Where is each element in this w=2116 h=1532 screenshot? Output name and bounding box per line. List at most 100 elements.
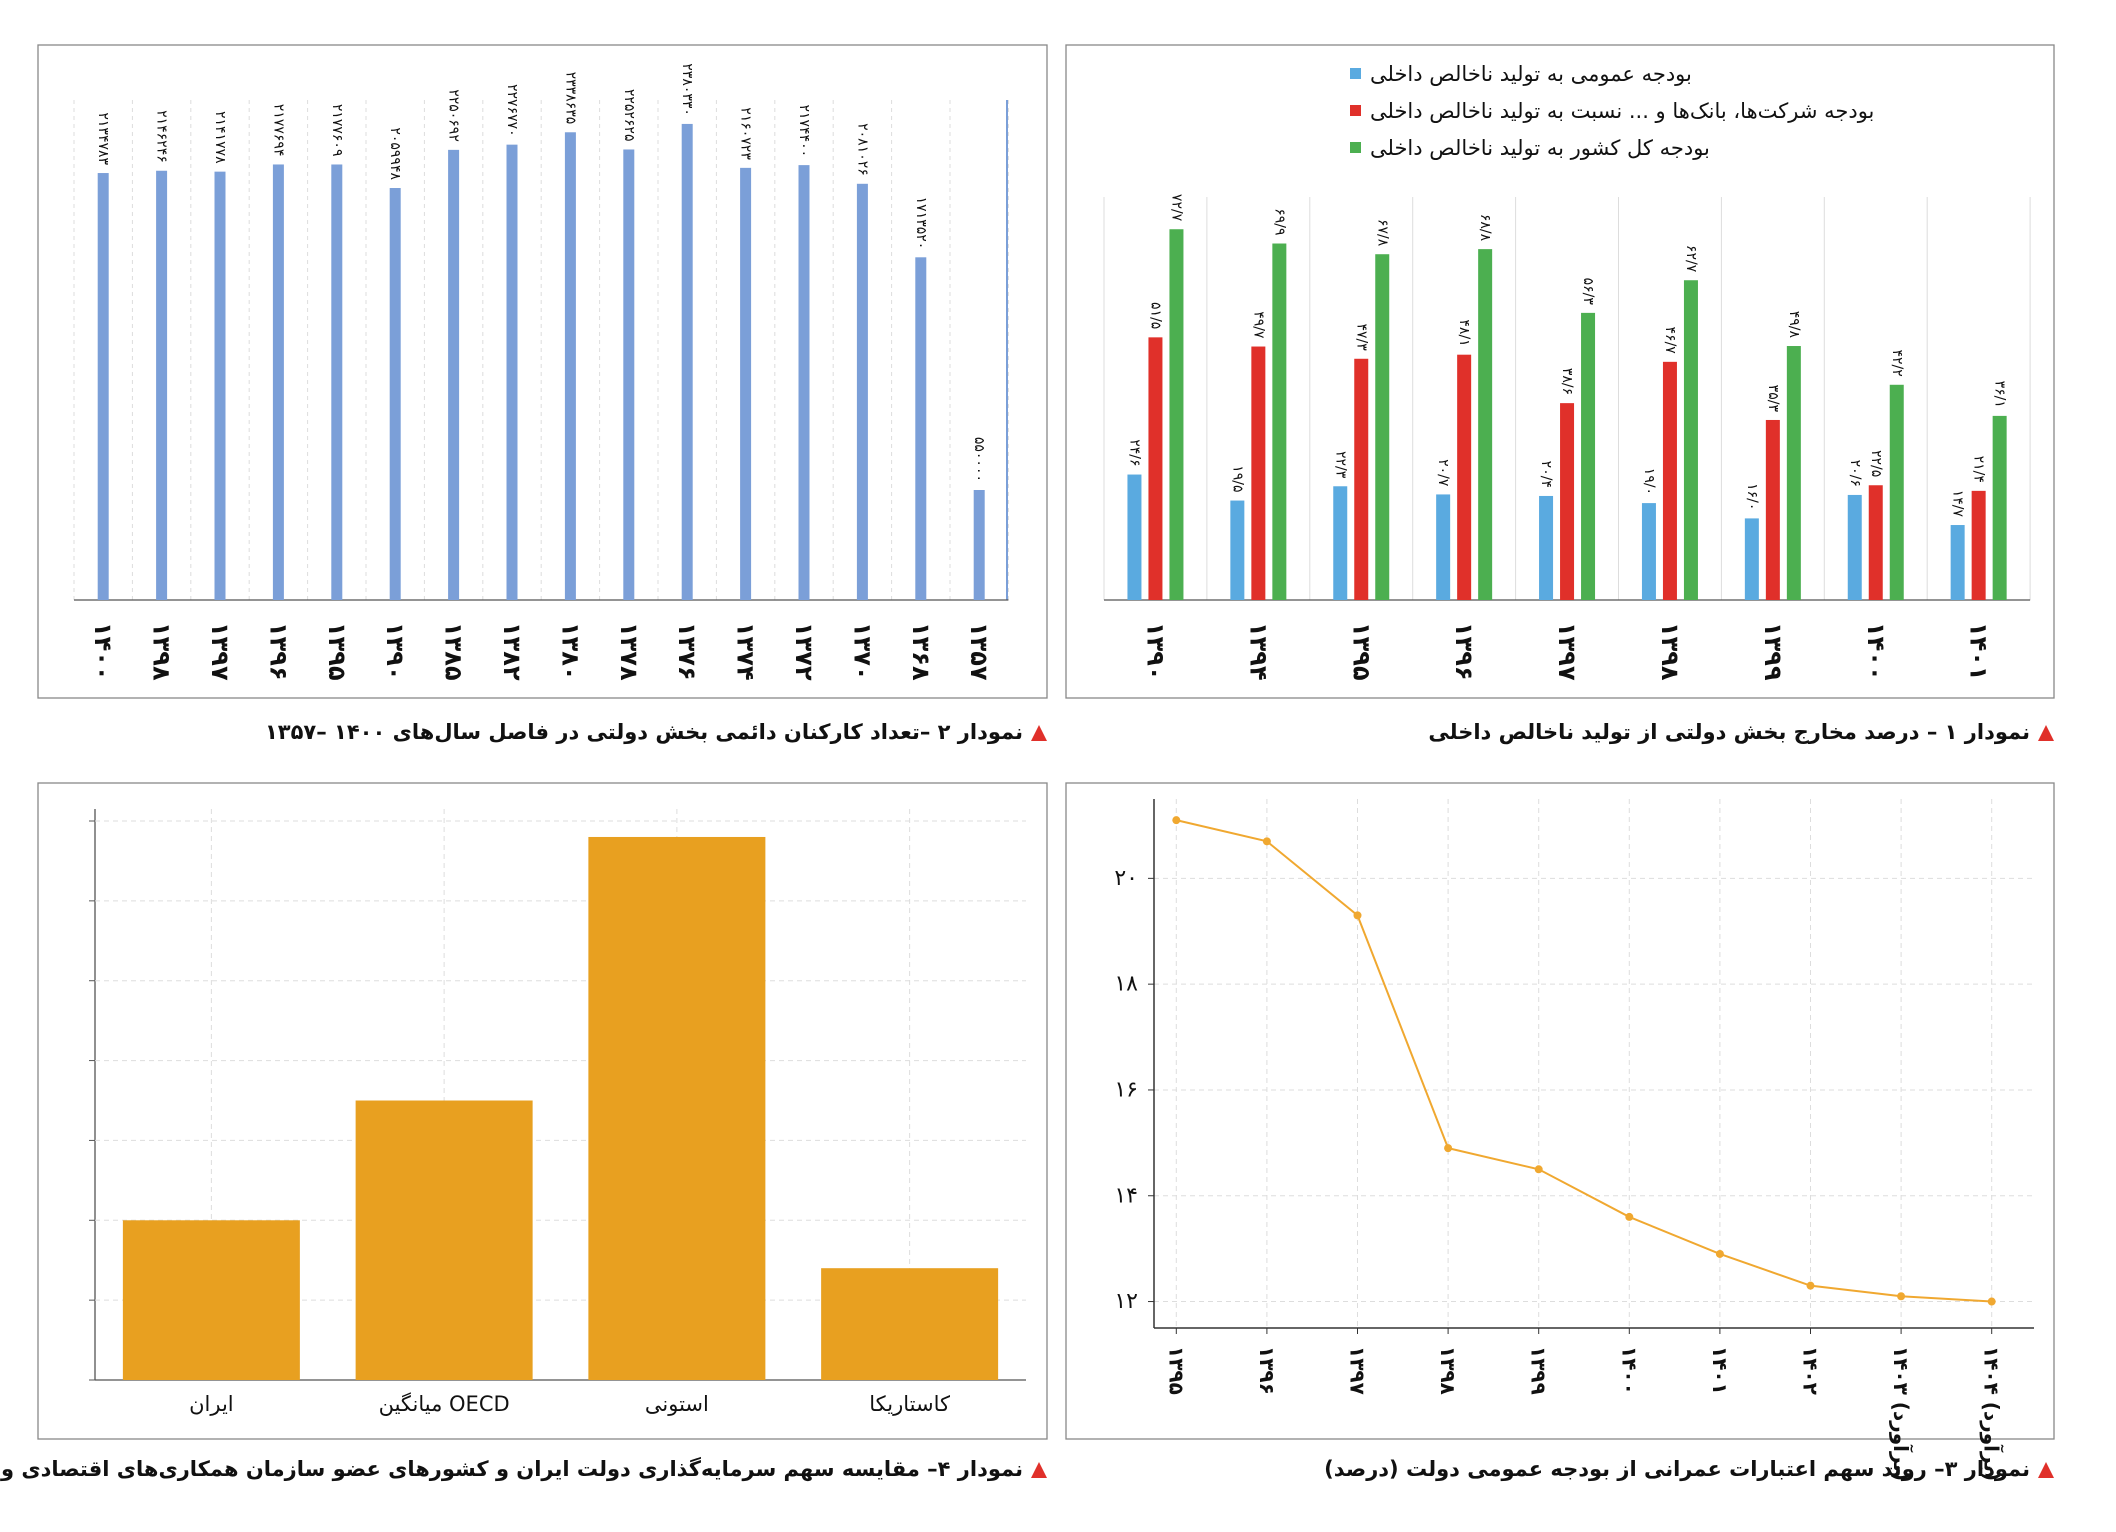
- x-tick-label: ۱۳۹۶: [1255, 1346, 1279, 1395]
- data-label: ۲۱۳۴۷۸۳: [95, 112, 111, 165]
- x-tick-label: میانگین OECD: [379, 1392, 510, 1416]
- bar: [156, 170, 168, 600]
- bar: [973, 490, 985, 600]
- x-tick-label: ۱۴۰۴ (برآورد): [1980, 1346, 2005, 1481]
- x-tick-label: ۱۳۹۵: [1164, 1346, 1188, 1395]
- bar: [1744, 518, 1759, 600]
- x-tick-label: ۱۴۰۰: [89, 622, 117, 681]
- data-label: ۷۲/۷: [1168, 194, 1184, 222]
- x-tick-label: کاستاریکا: [869, 1392, 950, 1416]
- point: [1353, 911, 1362, 920]
- data-label: ۲۲/۵: [1868, 450, 1884, 477]
- data-label: ۲۲۷۶۷۷۰: [504, 84, 520, 137]
- bar: [1375, 254, 1390, 600]
- bar: [623, 149, 635, 600]
- legend-swatch: [1350, 105, 1361, 116]
- x-tick-label: ۱۳۷۴: [732, 622, 760, 681]
- bar: [1354, 358, 1369, 600]
- bar: [1478, 249, 1493, 600]
- bar: [1992, 415, 2007, 600]
- bar: [1868, 485, 1883, 600]
- x-tick-label: ۱۳۸۵: [440, 622, 468, 681]
- bar: [97, 173, 109, 600]
- data-label: ۱۹/۵: [1229, 465, 1245, 492]
- bar: [915, 257, 927, 600]
- bar: [1251, 346, 1266, 600]
- x-tick-label: ۱۳۹۰: [381, 622, 409, 681]
- x-tick-label: ۱۳۹۹: [1527, 1346, 1551, 1395]
- point: [1172, 816, 1181, 825]
- x-tick-label: ۱۳۷۲: [790, 622, 818, 681]
- x-tick-label: ۱۳۸۰: [556, 622, 584, 681]
- bar: [331, 164, 343, 600]
- data-label: ۳۸/۶: [1559, 368, 1575, 395]
- data-label: ۲۱۷۷۶۹۴: [270, 104, 286, 157]
- legend-label: بودجه شرکت‌ها، بانک‌ها و ... نسبت به تول…: [1370, 99, 1874, 123]
- data-label: ۲۰۸۱۰۲۶: [854, 123, 870, 176]
- bar: [1148, 337, 1163, 600]
- x-tick-label: ۱۴۰۰: [1862, 622, 1890, 681]
- data-label: ۲۱۴۶۲۴۶: [154, 110, 170, 163]
- bar: [214, 171, 226, 600]
- x-tick-label: ۱۳۵۷: [965, 622, 993, 681]
- bar: [355, 1100, 533, 1380]
- data-label: ۲۰۵۹۹۴۸: [387, 127, 403, 180]
- x-tick-label: ۱۳۷۰: [848, 622, 876, 681]
- bar: [821, 1268, 999, 1380]
- bar: [1889, 384, 1904, 600]
- bar: [798, 165, 810, 600]
- data-label: ۴۸/۱: [1456, 319, 1472, 346]
- point: [1262, 837, 1271, 846]
- point: [1987, 1297, 1996, 1306]
- point: [1897, 1292, 1906, 1301]
- data-label: ۶۸/۸: [1477, 214, 1493, 242]
- x-tick-label: ۱۴۰۱: [1965, 622, 1993, 681]
- bar: [1333, 486, 1348, 600]
- bar: [1169, 229, 1184, 601]
- x-tick-label: ۱۴۰۱: [1708, 1346, 1732, 1395]
- bar: [856, 183, 868, 600]
- data-label: ۲۰/۷: [1435, 459, 1451, 487]
- data-label: ۲۲/۳: [1332, 451, 1348, 479]
- panel-frame: [37, 44, 1048, 699]
- point: [1806, 1281, 1815, 1290]
- legend-swatch: [1350, 142, 1361, 153]
- chart-caption: نمودار ۲ –تعداد کارکنان دائمی بخش دولتی …: [265, 720, 1023, 744]
- data-label: ۱۶/۰: [1744, 483, 1760, 510]
- x-tick-label: ۱۳۹۷: [1553, 622, 1581, 681]
- data-label: ۱۷۱۳۵۲۰: [913, 197, 929, 250]
- data-label: ۲۳۸۰۳۳۰: [679, 63, 695, 116]
- data-label: ۲۱۷۷۶۰۹: [329, 104, 345, 157]
- data-label: ۲۱/۴: [1971, 456, 1987, 483]
- legend-label: بودجه عمومی به تولید ناخالص داخلی: [1370, 62, 1692, 86]
- x-tick-label: ۱۴۰۰: [1617, 1346, 1641, 1395]
- x-tick-label: ۱۳۹۴: [1244, 622, 1272, 681]
- bar: [1560, 403, 1575, 600]
- x-tick-label: ۱۳۸۲: [498, 622, 526, 681]
- bar: [1641, 503, 1656, 600]
- bar: [1127, 474, 1142, 600]
- caption-marker: [2038, 725, 2054, 741]
- data-label: ۴۷/۳: [1353, 323, 1369, 351]
- bar: [1662, 361, 1677, 600]
- x-tick-label: ۱۳۹۷: [206, 622, 234, 681]
- data-label: ۲۱۷۴۴۰۰: [796, 104, 812, 157]
- bar: [1436, 494, 1451, 600]
- point: [1534, 1165, 1543, 1174]
- bar: [122, 1220, 300, 1380]
- bar: [1847, 494, 1862, 600]
- data-label: ۵۱/۵: [1147, 302, 1163, 329]
- bar: [1683, 280, 1698, 600]
- data-label: ۲۲۵۲۶۲۵: [621, 89, 637, 142]
- y-tick-label: ۱۶: [1114, 1077, 1138, 1102]
- chart-caption: نمودار ۱ – درصد مخارج بخش دولتی از تولید…: [1428, 720, 2030, 745]
- x-tick-label: ۱۳۹۶: [1450, 622, 1478, 681]
- legend-swatch: [1350, 68, 1361, 79]
- x-tick-label: ۱۳۹۸: [1436, 1346, 1460, 1395]
- line: [1176, 819, 1992, 1303]
- bar: [1786, 346, 1801, 600]
- bar: [681, 123, 693, 601]
- x-tick-label: ۱۳۹۷: [1346, 1346, 1370, 1395]
- bar: [564, 132, 576, 600]
